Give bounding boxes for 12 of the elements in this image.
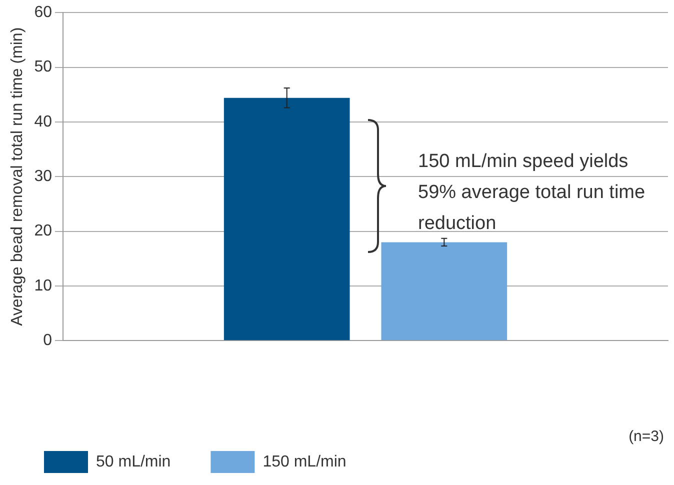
y-tick-label: 60 bbox=[34, 4, 52, 22]
legend-label: 50 mL/min bbox=[96, 453, 171, 470]
y-tick-label: 0 bbox=[43, 332, 52, 350]
y-tick-label: 50 bbox=[34, 58, 52, 76]
y-tick-label: 20 bbox=[34, 222, 52, 240]
y-tick-label: 40 bbox=[34, 113, 52, 130]
y-tick-label: 30 bbox=[34, 168, 52, 186]
annotation: 150 mL/min speed yields 59% average total run time reduction bbox=[418, 150, 646, 236]
legend-label: 150 mL/min bbox=[262, 453, 346, 470]
text: (n=3) bbox=[628, 428, 664, 445]
y-axis-title: Average bead removal total run time (min) bbox=[9, 27, 26, 326]
y-tick-label: 10 bbox=[34, 277, 52, 294]
